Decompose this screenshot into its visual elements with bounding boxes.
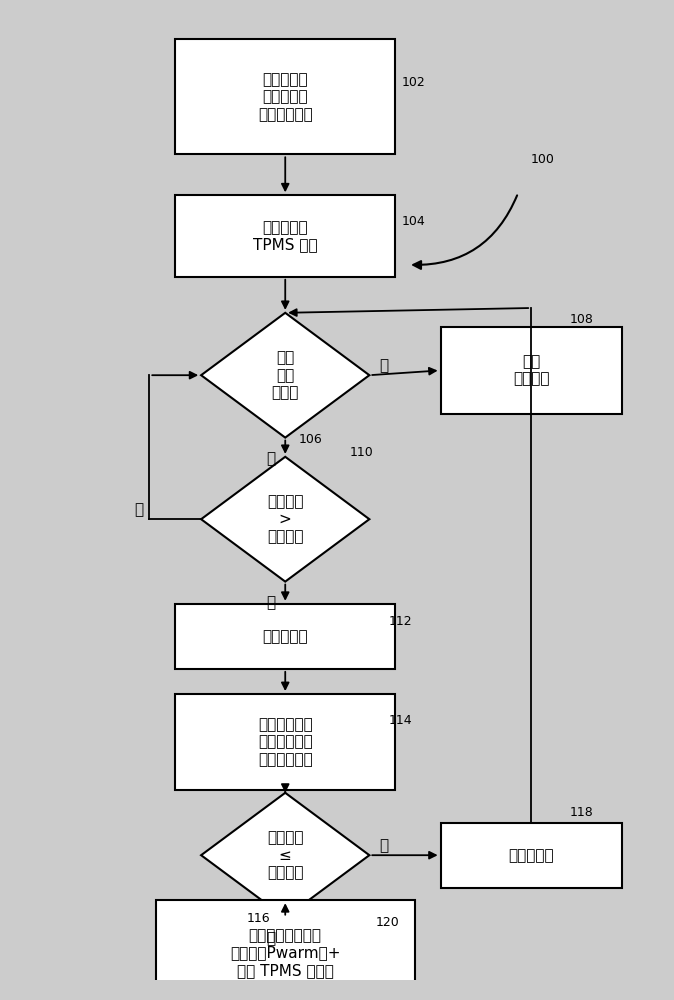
Text: 否: 否 — [133, 502, 143, 517]
Text: 102: 102 — [402, 76, 425, 89]
Text: 100: 100 — [531, 153, 555, 166]
Bar — [175, 39, 395, 154]
Text: 操作者设置
一个或多个
轮胎中的压力: 操作者设置 一个或多个 轮胎中的压力 — [258, 72, 313, 122]
Text: 车辆速度
>
阈值速度: 车辆速度 > 阈值速度 — [267, 494, 303, 544]
Polygon shape — [201, 313, 369, 438]
Bar — [441, 823, 621, 888]
Bar — [175, 195, 395, 277]
Text: 周期性地获取
每个轮胎位置
上的轮胎压力: 周期性地获取 每个轮胎位置 上的轮胎压力 — [258, 717, 313, 767]
Text: 启动计时器: 启动计时器 — [262, 629, 308, 644]
Text: 操作者开启
TPMS 输入: 操作者开启 TPMS 输入 — [253, 220, 317, 252]
Text: 114: 114 — [389, 714, 412, 727]
Text: 108: 108 — [570, 313, 594, 326]
Text: 118: 118 — [570, 806, 594, 819]
Bar — [175, 604, 395, 669]
Text: 是: 是 — [379, 838, 388, 853]
Text: 停止计时器: 停止计时器 — [508, 848, 554, 863]
Polygon shape — [201, 793, 369, 918]
Text: 104: 104 — [402, 215, 425, 228]
Text: 否: 否 — [266, 931, 276, 946]
Text: 是: 是 — [266, 451, 276, 466]
Bar — [156, 900, 415, 1000]
Text: 等待
车辆运动: 等待 车辆运动 — [513, 354, 549, 387]
Text: 是: 是 — [266, 595, 276, 610]
Text: 112: 112 — [389, 615, 412, 628]
Bar — [175, 694, 395, 790]
Text: 106: 106 — [298, 433, 322, 446]
Text: 116: 116 — [247, 912, 270, 925]
Text: 车辆
处于
运动中: 车辆 处于 运动中 — [272, 350, 299, 400]
Text: 110: 110 — [350, 446, 373, 458]
Text: 计算暖标牌轮胎压
力阈值（Pwarm）+
设置 TPMS 中的值: 计算暖标牌轮胎压 力阈值（Pwarm）+ 设置 TPMS 中的值 — [230, 928, 340, 978]
Text: 车辆速度
≤
阈值速度: 车辆速度 ≤ 阈值速度 — [267, 830, 303, 880]
Text: 120: 120 — [376, 916, 400, 929]
Text: 否: 否 — [379, 358, 388, 373]
Bar — [441, 327, 621, 414]
Polygon shape — [201, 457, 369, 582]
